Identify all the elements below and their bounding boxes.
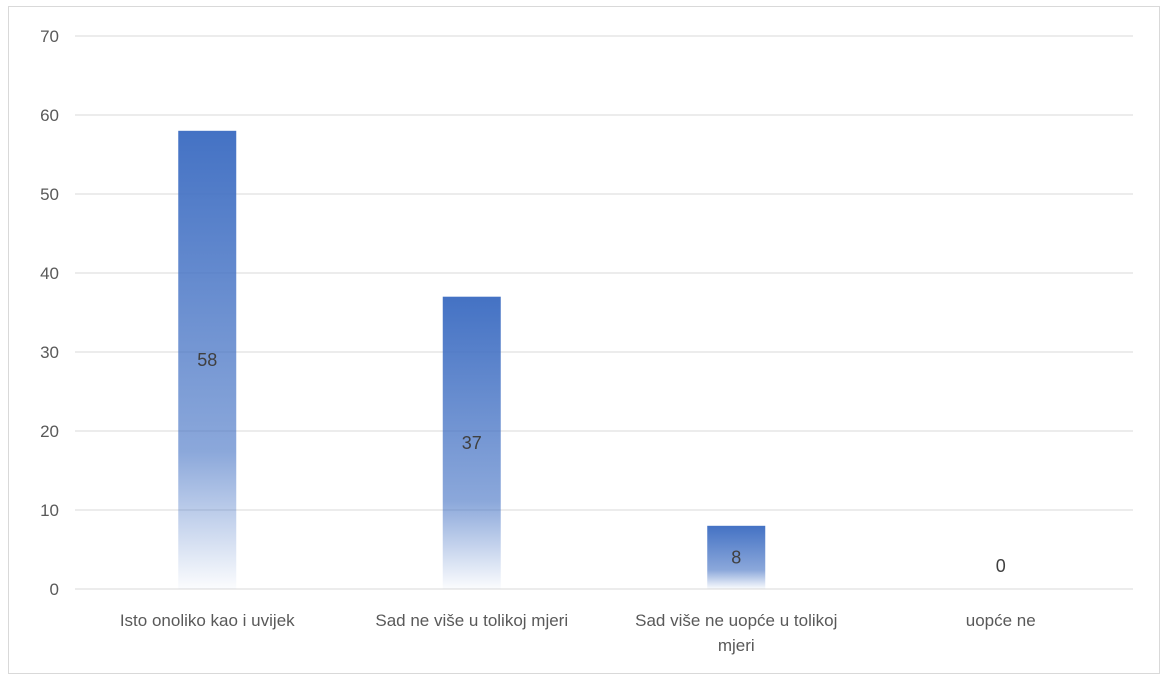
y-tick-label: 30 bbox=[40, 343, 59, 362]
gridlines bbox=[75, 35, 1133, 590]
y-tick-label: 20 bbox=[40, 422, 59, 441]
data-label: 37 bbox=[462, 433, 482, 453]
y-tick-label: 40 bbox=[40, 264, 59, 283]
y-tick-label: 60 bbox=[40, 106, 59, 125]
bar-chart: 0 10 20 30 40 50 60 70 58 37 8 0 Isto onoliko kao … bbox=[40, 27, 1133, 655]
x-tick-label: Sad ne više u tolikoj mjeri bbox=[375, 611, 568, 630]
bar bbox=[707, 525, 766, 589]
y-axis: 0 10 20 30 40 50 60 70 bbox=[40, 27, 59, 599]
x-tick-label: Sad više ne uopće u tolikoj mjeri bbox=[635, 611, 837, 655]
x-tick-label: uopće ne bbox=[966, 611, 1036, 630]
data-label: 58 bbox=[197, 350, 217, 370]
x-axis: Isto onoliko kao i uvijek Sad ne više u t… bbox=[120, 611, 1036, 655]
data-label: 0 bbox=[996, 556, 1006, 576]
chart-container: 0 10 20 30 40 50 60 70 58 37 8 0 Isto onoliko kao … bbox=[8, 6, 1160, 674]
y-tick-label: 70 bbox=[40, 27, 59, 46]
y-tick-label: 0 bbox=[50, 580, 59, 599]
y-tick-label: 50 bbox=[40, 185, 59, 204]
data-labels: 58 37 8 0 bbox=[197, 350, 1006, 576]
bars bbox=[178, 130, 766, 590]
y-tick-label: 10 bbox=[40, 501, 59, 520]
data-label: 8 bbox=[731, 547, 741, 567]
bar bbox=[442, 296, 501, 589]
x-tick-label: Isto onoliko kao i uvijek bbox=[120, 611, 295, 630]
bar bbox=[178, 130, 237, 590]
